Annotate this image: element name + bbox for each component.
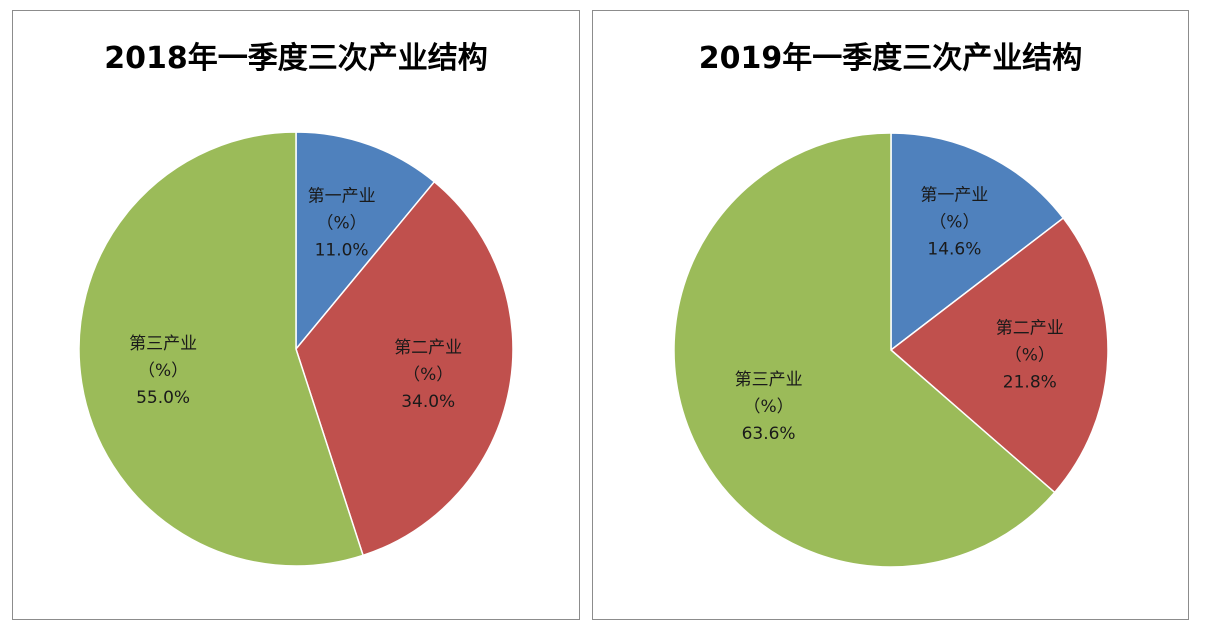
chart-panel-2019: 2019年一季度三次产业结构 第一产业 （%） 14.6% 第二产业 （%） 21.8% 第… <box>592 10 1189 620</box>
slice-value: 34.0% <box>401 392 455 412</box>
pie-chart-2019: 第一产业 （%） 14.6% 第二产业 （%） 21.8% 第三产业 （%） 63.6% <box>673 132 1109 568</box>
chart-title: 2019年一季度三次产业结构 <box>698 41 1083 76</box>
slice-name: 第二产业 <box>394 338 462 358</box>
data-label-secondary: 第二产业 （%） 21.8% <box>996 318 1064 392</box>
slice-unit: （%） <box>317 213 367 233</box>
chart-title: 2018年一季度三次产业结构 <box>104 41 488 76</box>
data-label-tertiary: 第三产业 （%） 55.0% <box>129 334 197 408</box>
pie-slice-primary <box>890 132 1065 352</box>
slice-unit: （%） <box>929 213 979 233</box>
slice-name: 第一产业 <box>308 186 376 206</box>
slice-value: 11.0% <box>315 240 369 260</box>
slice-unit: （%） <box>403 365 453 385</box>
pie-slice-primary <box>295 131 436 352</box>
slice-value: 14.6% <box>927 240 981 260</box>
slice-name: 第二产业 <box>996 318 1064 338</box>
slice-unit: （%） <box>138 361 188 381</box>
pie-slice-secondary <box>889 217 1109 494</box>
data-label-secondary: 第二产业 （%） 34.0% <box>394 338 462 412</box>
slice-value: 21.8% <box>1003 372 1057 392</box>
slice-unit: （%） <box>744 397 794 417</box>
data-label-primary: 第一产业 （%） 11.0% <box>308 186 376 260</box>
slice-value: 63.6% <box>742 424 796 444</box>
slice-name: 第一产业 <box>920 186 988 206</box>
slice-unit: （%） <box>1005 345 1055 365</box>
data-label-tertiary: 第三产业 （%） 63.6% <box>735 370 803 444</box>
data-label-primary: 第一产业 （%） 14.6% <box>920 186 988 260</box>
pie-chart-2018: 第一产业 （%） 11.0% 第二产业 （%） 34.0% 第三产业 （%） 55.0% <box>78 131 514 567</box>
slice-name: 第三产业 <box>129 334 197 354</box>
chart-panel-2018: 2018年一季度三次产业结构 第一产业 （%） 11.0% 第二产业 （%） 34.0% 第… <box>12 10 580 620</box>
slice-value: 55.0% <box>136 388 190 408</box>
slice-name: 第三产业 <box>735 370 803 390</box>
pie-slice-secondary <box>295 180 514 557</box>
pie-slice-tertiary <box>78 131 365 567</box>
pie-slice-tertiary <box>673 132 1056 568</box>
